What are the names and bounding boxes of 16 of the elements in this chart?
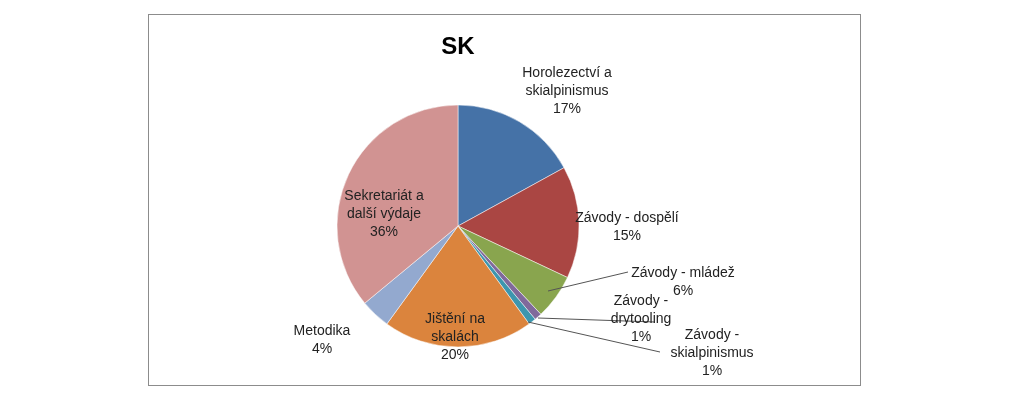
- data-label: 17%: [552, 100, 582, 116]
- slice-label: Sekretariát a další výdaje: [344, 187, 424, 221]
- slice-label: Jištění na skalách: [425, 310, 486, 344]
- data-label: 20%: [440, 346, 470, 362]
- data-label: 4%: [311, 340, 333, 356]
- chart-title: SK: [441, 32, 476, 59]
- slice-label: Závody - skialpinismus: [670, 326, 754, 360]
- slice-label: Závody - drytooling: [610, 292, 672, 326]
- slice-label: Závody - mládež: [631, 264, 735, 280]
- slice-label: Metodika: [293, 322, 351, 338]
- data-label: 36%: [369, 223, 399, 239]
- slice-label: Horolezectví a skialpinismus: [522, 64, 612, 98]
- data-label: 15%: [612, 227, 642, 243]
- data-label: 1%: [701, 362, 723, 378]
- data-label: 6%: [672, 282, 694, 298]
- data-label: 1%: [630, 328, 652, 344]
